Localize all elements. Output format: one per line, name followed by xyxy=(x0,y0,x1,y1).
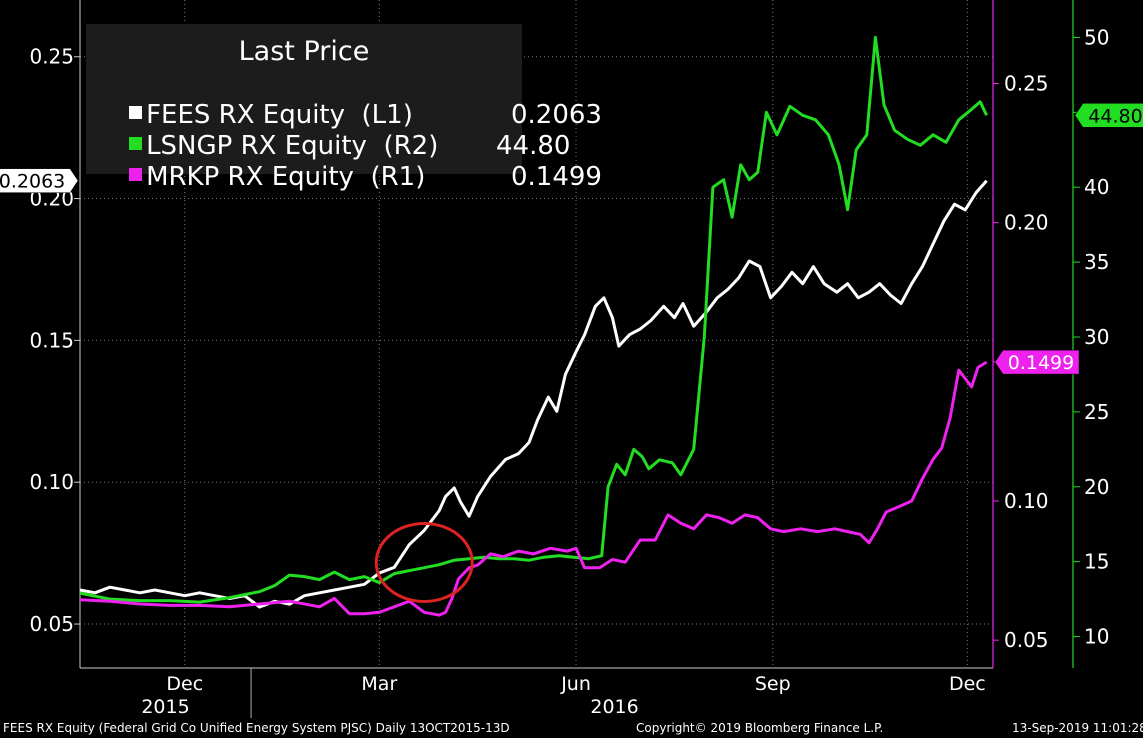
tick-label-r1: 0.20 xyxy=(1004,211,1049,235)
legend-value-mrkp: 0.1499 xyxy=(511,162,602,192)
tick-label-x: Mar xyxy=(361,673,397,695)
tick-label-r2: 10 xyxy=(1084,625,1109,649)
last-value-tag-fees-text: 0.2063 xyxy=(0,171,65,193)
last-value-tag-fees-bg xyxy=(0,168,79,193)
footer-timestamp: 13-Sep-2019 11:01:28 xyxy=(1012,721,1143,735)
legend-label-mrkp: MRKP RX Equity (R1) xyxy=(146,162,426,192)
annotation-circle xyxy=(374,521,474,603)
legend: Last Price FEES RX Equity (L1) 0.2063 LSN… xyxy=(86,24,602,192)
legend-value-lsngp: 44.80 xyxy=(496,131,571,161)
tick-label-l1: 0.25 xyxy=(29,45,74,69)
last-value-tag-mrkp: 0.1499 xyxy=(994,349,1080,375)
legend-title: Last Price xyxy=(238,36,370,67)
tick-label-l1: 0.10 xyxy=(29,470,74,494)
tick-label-r2: 20 xyxy=(1084,475,1109,499)
year-label: 2015 xyxy=(141,696,189,718)
tick-label-r1: 0.05 xyxy=(1004,628,1049,652)
tick-label-l1: 0.05 xyxy=(29,612,74,636)
tick-label-x: Sep xyxy=(755,673,791,695)
series-line-1 xyxy=(79,35,988,604)
tick-label-r2: 25 xyxy=(1084,400,1109,424)
legend-entry-lsngp: LSNGP RX Equity (R2) 44.80 xyxy=(96,101,570,191)
legend-entry-mrkp: MRKP RX Equity (R1) 0.1499 xyxy=(96,132,602,222)
tick-label-r2: 50 xyxy=(1084,25,1109,49)
legend-value-fees: 0.2063 xyxy=(511,100,602,130)
tick-label-x: Jun xyxy=(560,673,591,695)
last-value-tag-mrkp-bg xyxy=(994,349,1080,375)
last-value-tag-fees: 0.2063 xyxy=(0,168,79,193)
legend-label-fees: FEES RX Equity (L1) xyxy=(146,100,413,130)
legend-swatch-lsngp xyxy=(129,137,143,150)
legend-swatch-fees xyxy=(129,106,143,119)
tick-label-r2: 35 xyxy=(1084,250,1109,274)
year-label: 2016 xyxy=(590,696,638,718)
last-value-tag-lsngp: 44.80 xyxy=(1074,103,1143,128)
footer-description: FEES RX Equity (Federal Grid Co Unified … xyxy=(3,721,510,735)
tick-label-r1: 0.25 xyxy=(1004,72,1049,96)
tick-label-x: Dec xyxy=(166,673,203,695)
tick-label-r1: 0.10 xyxy=(1004,489,1049,513)
series-line-0 xyxy=(79,179,988,609)
tick-label-l1: 0.15 xyxy=(29,328,74,352)
last-value-tag-lsngp-bg xyxy=(1074,103,1143,128)
tick-label-r2: 15 xyxy=(1084,550,1109,574)
tick-label-x: Dec xyxy=(949,673,986,695)
tick-label-r2: 40 xyxy=(1084,175,1109,199)
legend-label-lsngp: LSNGP RX Equity (R2) xyxy=(146,131,439,161)
footer-copyright: Copyright© 2019 Bloomberg Finance L.P. xyxy=(636,721,884,735)
legend-swatch-mrkp xyxy=(129,168,143,181)
last-value-tag-mrkp-text: 0.1499 xyxy=(1008,352,1074,374)
tick-label-r2: 30 xyxy=(1084,325,1109,349)
legend-entry-fees: FEES RX Equity (L1) 0.2063 xyxy=(96,70,602,160)
last-value-tag-lsngp-text: 44.80 xyxy=(1088,105,1142,127)
series-line-2 xyxy=(79,360,988,617)
